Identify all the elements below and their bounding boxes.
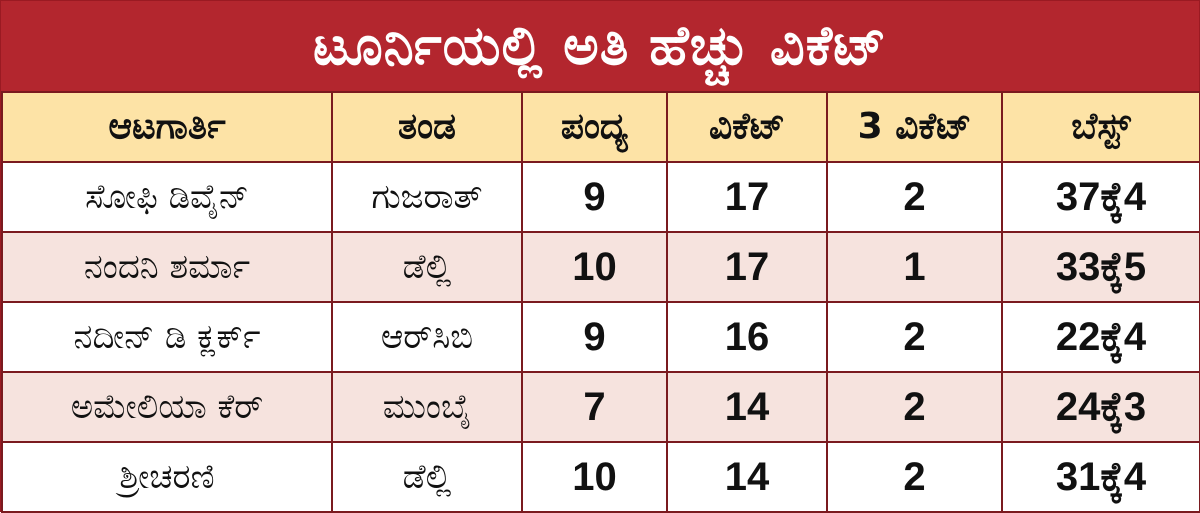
player-name: ಸೋಫಿ ಡಿವೈನ್ — [1, 161, 333, 233]
team-name: ಡೆಲ್ಲಿ — [331, 441, 523, 513]
three-wickets-value: 2 — [826, 301, 1003, 373]
best-value: 37ಕ್ಕೆ4 — [1001, 161, 1200, 233]
header-matches: ಪಂದ್ಯ — [521, 91, 668, 163]
team-name: ಡೆಲ್ಲಿ — [331, 231, 523, 303]
header-team: ತಂಡ — [331, 91, 523, 163]
three-wickets-value: 2 — [826, 371, 1003, 443]
matches-value: 10 — [521, 441, 668, 513]
matches-value: 10 — [521, 231, 668, 303]
team-name: ಮುಂಬೈ — [331, 371, 523, 443]
player-name: ಶ್ರೀಚರಣಿ — [1, 441, 333, 513]
wickets-value: 14 — [666, 371, 828, 443]
table-row: ನಂದನಿ ಶರ್ಮಾ ಡೆಲ್ಲಿ 10 17 1 33ಕ್ಕೆ5 — [1, 231, 1200, 303]
wickets-value: 14 — [666, 441, 828, 513]
best-value: 31ಕ್ಕೆ4 — [1001, 441, 1200, 513]
header-player: ಆಟಗಾರ್ತಿ — [1, 91, 333, 163]
three-wickets-value: 2 — [826, 161, 1003, 233]
header-best: ಬೆಸ್ಟ್ — [1001, 91, 1200, 163]
player-name: ನದೀನ್ ಡಿ ಕ್ಲರ್ಕ್ — [1, 301, 333, 373]
player-name: ನಂದನಿ ಶರ್ಮಾ — [1, 231, 333, 303]
table-row: ನದೀನ್ ಡಿ ಕ್ಲರ್ಕ್ ಆರ್‌ಸಿಬಿ 9 16 2 22ಕ್ಕೆ4 — [1, 301, 1200, 373]
player-name: ಅಮೇಲಿಯಾ ಕೆರ್ — [1, 371, 333, 443]
three-wickets-value: 1 — [826, 231, 1003, 303]
three-wickets-value: 2 — [826, 441, 1003, 513]
best-value: 24ಕ್ಕೆ3 — [1001, 371, 1200, 443]
matches-value: 9 — [521, 301, 668, 373]
team-name: ಗುಜರಾತ್ — [331, 161, 523, 233]
best-value: 33ಕ್ಕೆ5 — [1001, 231, 1200, 303]
wickets-value: 17 — [666, 231, 828, 303]
team-name: ಆರ್‌ಸಿಬಿ — [331, 301, 523, 373]
best-value: 22ಕ್ಕೆ4 — [1001, 301, 1200, 373]
table-row: ಅಮೇಲಿಯಾ ಕೆರ್ ಮುಂಬೈ 7 14 2 24ಕ್ಕೆ3 — [1, 371, 1200, 443]
table-row: ಸೋಫಿ ಡಿವೈನ್ ಗುಜರಾತ್ 9 17 2 37ಕ್ಕೆ4 — [1, 161, 1200, 233]
header-wickets: ವಿಕೆಟ್ — [666, 91, 828, 163]
wickets-table: ಆಟಗಾರ್ತಿ ತಂಡ ಪಂದ್ಯ ವಿಕೆಟ್ 3 ವಿಕೆಟ್ ಬೆಸ್ಟ… — [1, 91, 1200, 513]
wickets-value: 17 — [666, 161, 828, 233]
matches-value: 7 — [521, 371, 668, 443]
header-row: ಆಟಗಾರ್ತಿ ತಂಡ ಪಂದ್ಯ ವಿಕೆಟ್ 3 ವಿಕೆಟ್ ಬೆಸ್ಟ… — [1, 91, 1200, 163]
table-title: ಟೂರ್ನಿಯಲ್ಲಿ ಅತಿ ಹೆಚ್ಚು ವಿಕೆಟ್ — [1, 1, 1199, 91]
matches-value: 9 — [521, 161, 668, 233]
header-three-wickets: 3 ವಿಕೆಟ್ — [826, 91, 1003, 163]
wickets-value: 16 — [666, 301, 828, 373]
table-row: ಶ್ರೀಚರಣಿ ಡೆಲ್ಲಿ 10 14 2 31ಕ್ಕೆ4 — [1, 441, 1200, 513]
